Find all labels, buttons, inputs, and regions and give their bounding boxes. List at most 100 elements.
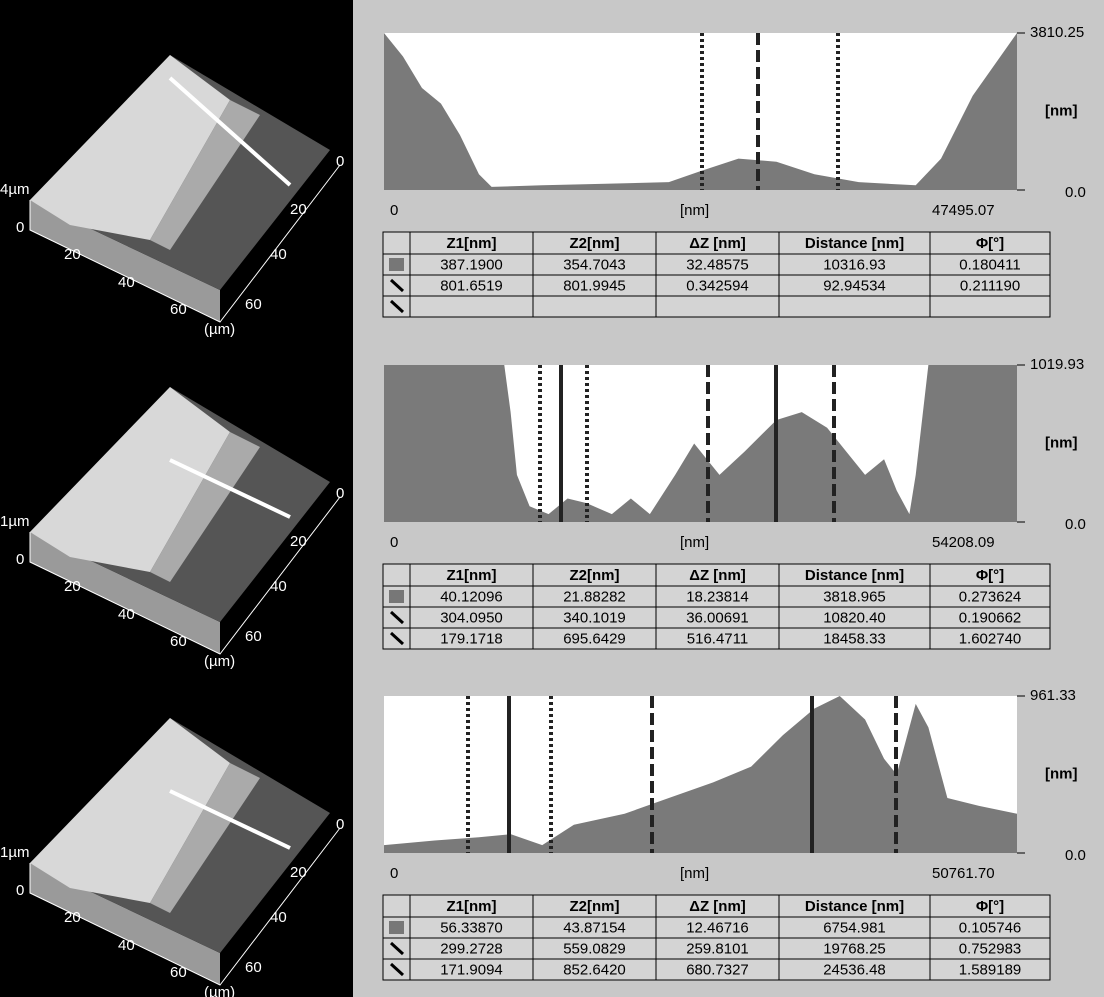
row-icon: [389, 590, 404, 603]
unit-label: (µm): [204, 984, 235, 997]
table-header: Z2[nm]: [570, 235, 620, 252]
table-cell: 801.9945: [563, 277, 626, 294]
table-header: Z1[nm]: [447, 567, 497, 584]
table-cell: 18.23814: [686, 588, 749, 605]
row-icon: [389, 258, 404, 271]
table-cell: 680.7327: [686, 961, 749, 978]
y-tick-label: 0: [336, 816, 344, 833]
x-tick-label: 20: [64, 909, 81, 926]
unit-label: (µm): [204, 321, 235, 338]
ridge-shade: [150, 432, 260, 582]
table-header: Z2[nm]: [570, 898, 620, 915]
row-icon: [389, 278, 405, 293]
x-tick-label: 40: [118, 937, 135, 954]
table-header: Φ[°]: [976, 567, 1004, 584]
table-cell: 56.33870: [440, 919, 503, 936]
y-max-label: 3810.25: [1030, 24, 1084, 41]
x-tick-label: 20: [64, 246, 81, 263]
table-cell: 32.48575: [686, 256, 749, 273]
y-unit-label: [nm]: [1045, 434, 1078, 451]
ridge-shade: [150, 100, 260, 250]
y-tick-label: 20: [290, 201, 307, 218]
profile-area: [384, 33, 1017, 190]
x-max-label: 47495.07: [932, 202, 995, 219]
ridge-shade: [150, 763, 260, 913]
y-unit-label: [nm]: [1045, 102, 1078, 119]
y-tick-label: 60: [245, 296, 262, 313]
table-cell: 304.0950: [440, 609, 503, 626]
y-max-label: 1019.93: [1030, 356, 1084, 373]
plateau: [30, 55, 230, 240]
afm-3d-image: [29, 718, 341, 986]
row-icon: [389, 962, 405, 977]
table-cell: 0.211190: [960, 277, 1020, 294]
table-cell: 6754.981: [823, 919, 886, 936]
table-header: Z2[nm]: [570, 567, 620, 584]
table-cell: 0.190662: [959, 609, 1022, 626]
y-min-label: 0.0: [1065, 184, 1086, 201]
x-unit-label: [nm]: [680, 865, 709, 882]
table-cell: 1.602740: [959, 630, 1022, 647]
x-tick-label: 20: [64, 578, 81, 595]
table-header: Distance [nm]: [805, 235, 904, 252]
table-header: ΔZ [nm]: [689, 898, 746, 915]
table-cell: 179.1718: [440, 630, 503, 647]
z-label: 4µm: [0, 181, 29, 198]
table-cell: 340.1019: [563, 609, 626, 626]
table-cell: 10820.40: [823, 609, 886, 626]
y-tick-label: 60: [245, 959, 262, 976]
z-zero: 0: [16, 551, 24, 568]
table-cell: 0.752983: [959, 940, 1022, 957]
table-cell: 259.8101: [686, 940, 749, 957]
x-min-label: 0: [390, 534, 398, 551]
table-header: Distance [nm]: [805, 898, 904, 915]
table-cell: 0.180411: [959, 256, 1020, 273]
row-icon: [389, 299, 405, 314]
table-header: Distance [nm]: [805, 567, 904, 584]
profile-area: [384, 365, 1017, 522]
x-tick-label: 40: [118, 274, 135, 291]
table-header: ΔZ [nm]: [689, 235, 746, 252]
table-cell: 21.88282: [563, 588, 626, 605]
table-cell: 354.7043: [563, 256, 626, 273]
plateau: [30, 718, 230, 903]
scan-line: [169, 789, 291, 850]
table-cell: 695.6429: [563, 630, 626, 647]
table-cell: 0.273624: [959, 588, 1022, 605]
table-cell: 18458.33: [823, 630, 886, 647]
table-cell: 12.46716: [686, 919, 749, 936]
x-tick-label: 60: [170, 633, 187, 650]
y-tick-label: 40: [270, 909, 287, 926]
x-unit-label: [nm]: [680, 202, 709, 219]
axis-frame: [29, 827, 341, 986]
table-cell: 559.0829: [563, 940, 626, 957]
table-cell: 387.1900: [440, 256, 503, 273]
x-min-label: 0: [390, 202, 398, 219]
table-cell: 516.4711: [687, 630, 748, 647]
afm-3d-image: [29, 387, 341, 655]
afm-3d-image: [29, 55, 341, 323]
table-cell: 10316.93: [823, 256, 886, 273]
plateau: [30, 387, 230, 572]
table-cell: 171.9094: [440, 961, 503, 978]
x-tick-label: 60: [170, 301, 187, 318]
table-cell: 801.6519: [440, 277, 503, 294]
x-max-label: 54208.09: [932, 534, 995, 551]
axis-frame: [29, 164, 341, 323]
z-label: 1µm: [0, 844, 29, 861]
table-cell: 19768.25: [823, 940, 886, 957]
table-cell: 92.94534: [823, 277, 886, 294]
y-tick-label: 0: [336, 153, 344, 170]
table-cell: 24536.48: [823, 961, 886, 978]
y-tick-label: 40: [270, 578, 287, 595]
scan-line: [169, 458, 291, 519]
z-zero: 0: [16, 219, 24, 236]
axis-frame: [29, 496, 341, 655]
row-icon: [389, 610, 405, 625]
table-header: ΔZ [nm]: [689, 567, 746, 584]
surface-side: [30, 200, 220, 322]
y-tick-label: 20: [290, 533, 307, 550]
y-min-label: 0.0: [1065, 516, 1086, 533]
x-max-label: 50761.70: [932, 865, 995, 882]
table-cell: 1.589189: [959, 961, 1022, 978]
